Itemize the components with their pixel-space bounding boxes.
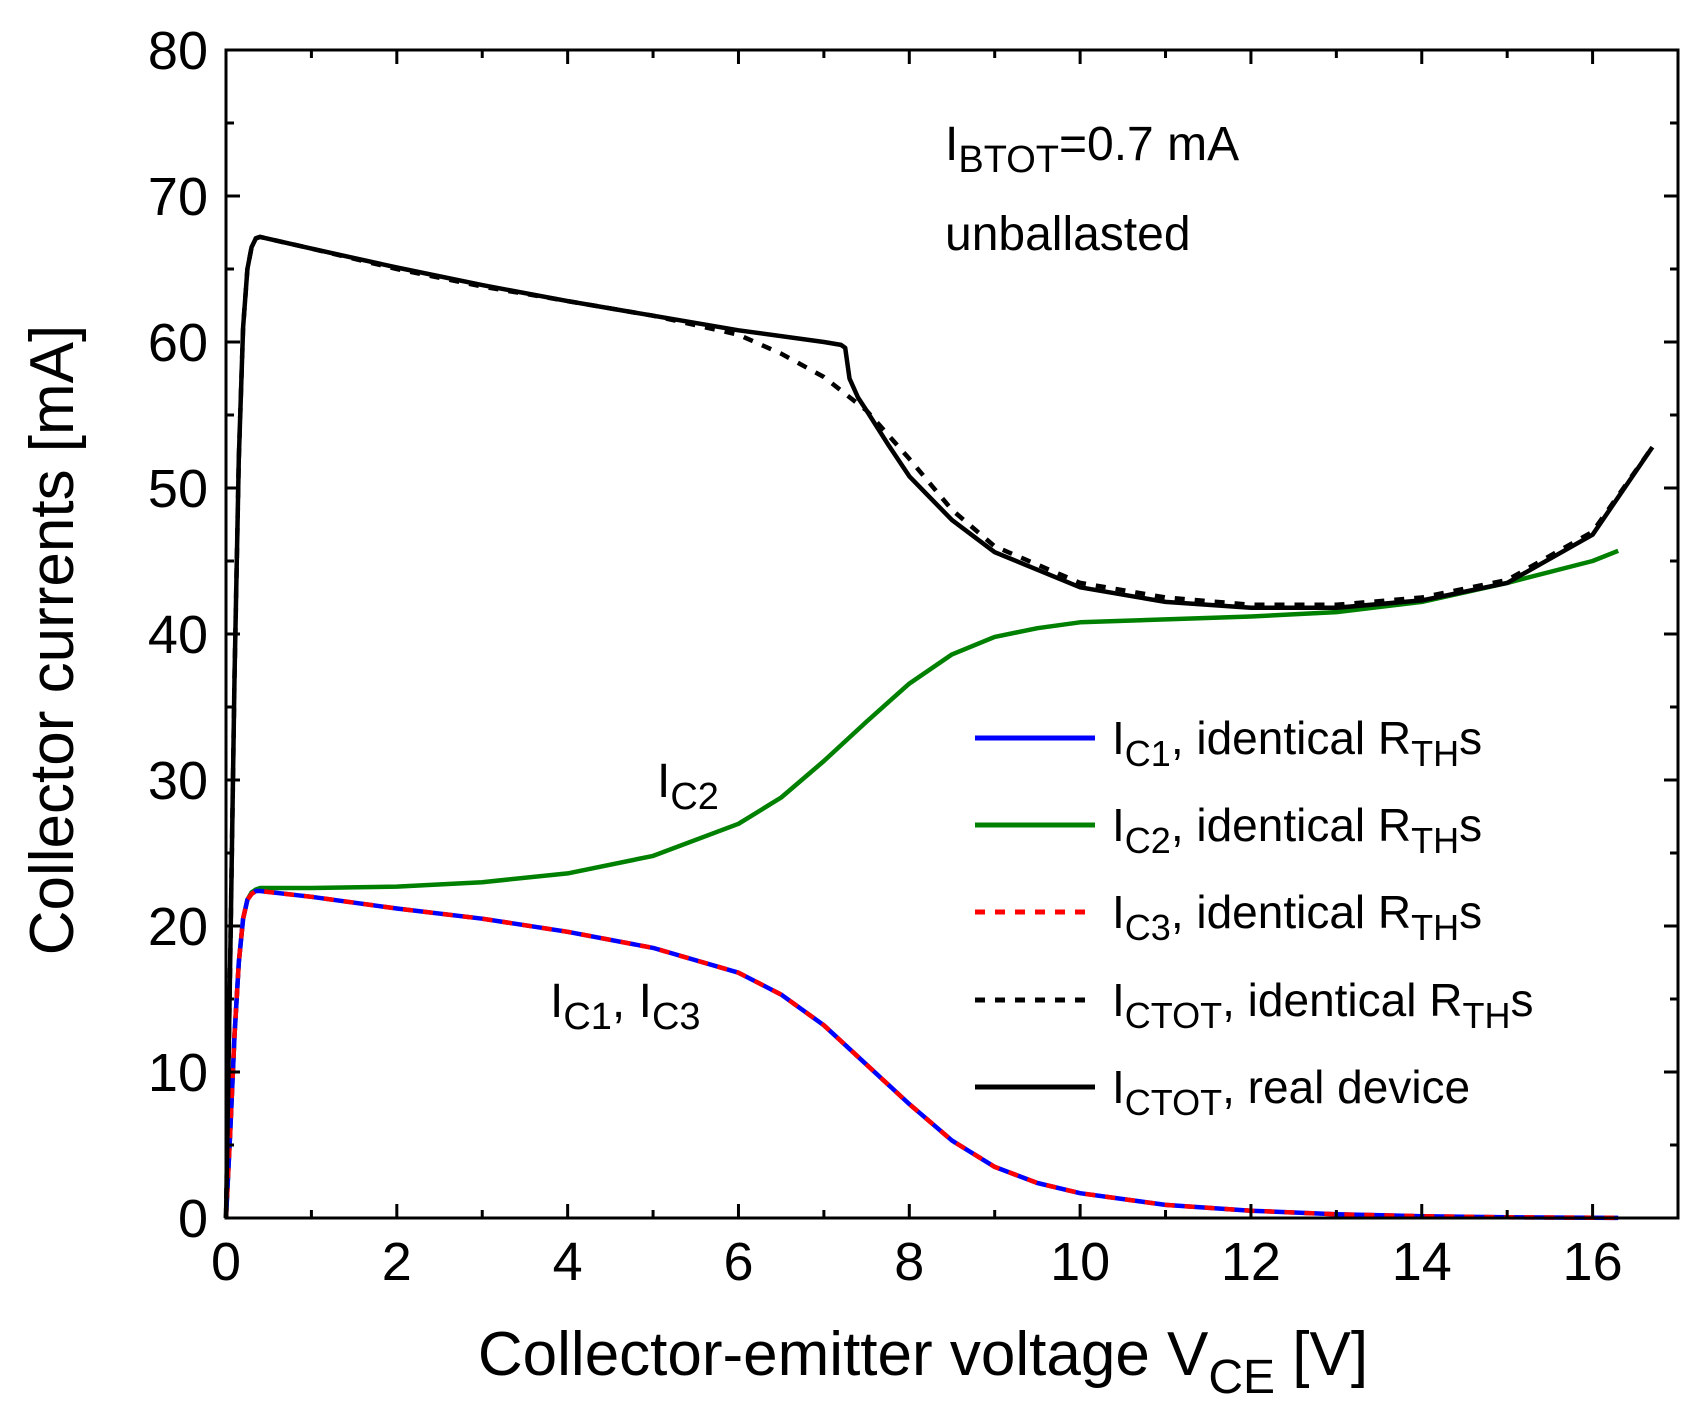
ic13-annotation-sub2: C3 [652,996,701,1038]
x-axis-title-main: Collector-emitter voltage V [478,1320,1209,1389]
y-tick-label: 20 [148,897,208,957]
legend: IC1, identical RTHs IC2, identical RTHs IC… [975,712,1533,1123]
x-tick-label: 10 [1050,1232,1110,1292]
ic2-annotation-sub: C2 [670,776,719,818]
ic13-annotation-main: I [550,975,563,1028]
ic2-annotation: IC2 [657,755,719,818]
x-tick-label: 2 [382,1232,412,1292]
series-line-1 [223,888,1619,1221]
x-tick-label: 0 [211,1232,241,1292]
y-tick-label: 10 [148,1043,208,1103]
x-axis-title-sub: CE [1208,1351,1275,1404]
x-axis-title-unit: [V] [1275,1320,1368,1389]
x-tick-label: 16 [1563,1232,1623,1292]
y-axis-title: Collector currents [mA] [18,325,87,956]
ic13-annotation-sep: , I [612,975,652,1028]
legend-label-5: ICTOT, real device [1112,1061,1470,1123]
y-tick-label: 80 [148,21,208,81]
legend-label-4: ICTOT, identical RTHs [1112,974,1533,1036]
x-tick-label: 14 [1392,1232,1452,1292]
x-axis-title: Collector-emitter voltage VCE [V] [478,1320,1368,1404]
series-line-3 [223,888,1619,1221]
series-line-5 [223,234,1655,1219]
series-line-4 [223,234,1655,1219]
condition-line2: unballasted [945,208,1191,261]
x-tick-label: 12 [1221,1232,1281,1292]
legend-label-1: IC1, identical RTHs [1112,712,1482,774]
y-tick-label: 40 [148,605,208,665]
y-tick-label: 60 [148,313,208,373]
condition-label-value: =0.7 mA [1059,118,1239,171]
x-tick-label: 4 [553,1232,583,1292]
axis-ticks [224,48,1680,1220]
condition-label-sub: BTOT [958,139,1059,181]
condition-label-main: I [945,118,958,171]
condition-label: IBTOT=0.7 mA [945,118,1239,181]
x-tick-label: 8 [894,1232,924,1292]
plot-series [223,234,1655,1221]
y-tick-label: 70 [148,167,208,227]
y-tick-label: 50 [148,459,208,519]
axis-tick-labels: 0 2 4 6 8 10 12 14 16 0 10 20 30 40 50 60 70 80 [148,21,1623,1292]
legend-label-2: IC2, identical RTHs [1112,799,1482,861]
legend-label-3: IC3, identical RTHs [1112,886,1482,948]
y-tick-label: 30 [148,751,208,811]
ic13-annotation-sub1: C1 [563,996,612,1038]
y-tick-label: 0 [178,1189,208,1249]
x-tick-label: 6 [723,1232,753,1292]
ic13-annotation: IC1, IC3 [550,975,701,1038]
ic2-annotation-main: I [657,755,670,808]
